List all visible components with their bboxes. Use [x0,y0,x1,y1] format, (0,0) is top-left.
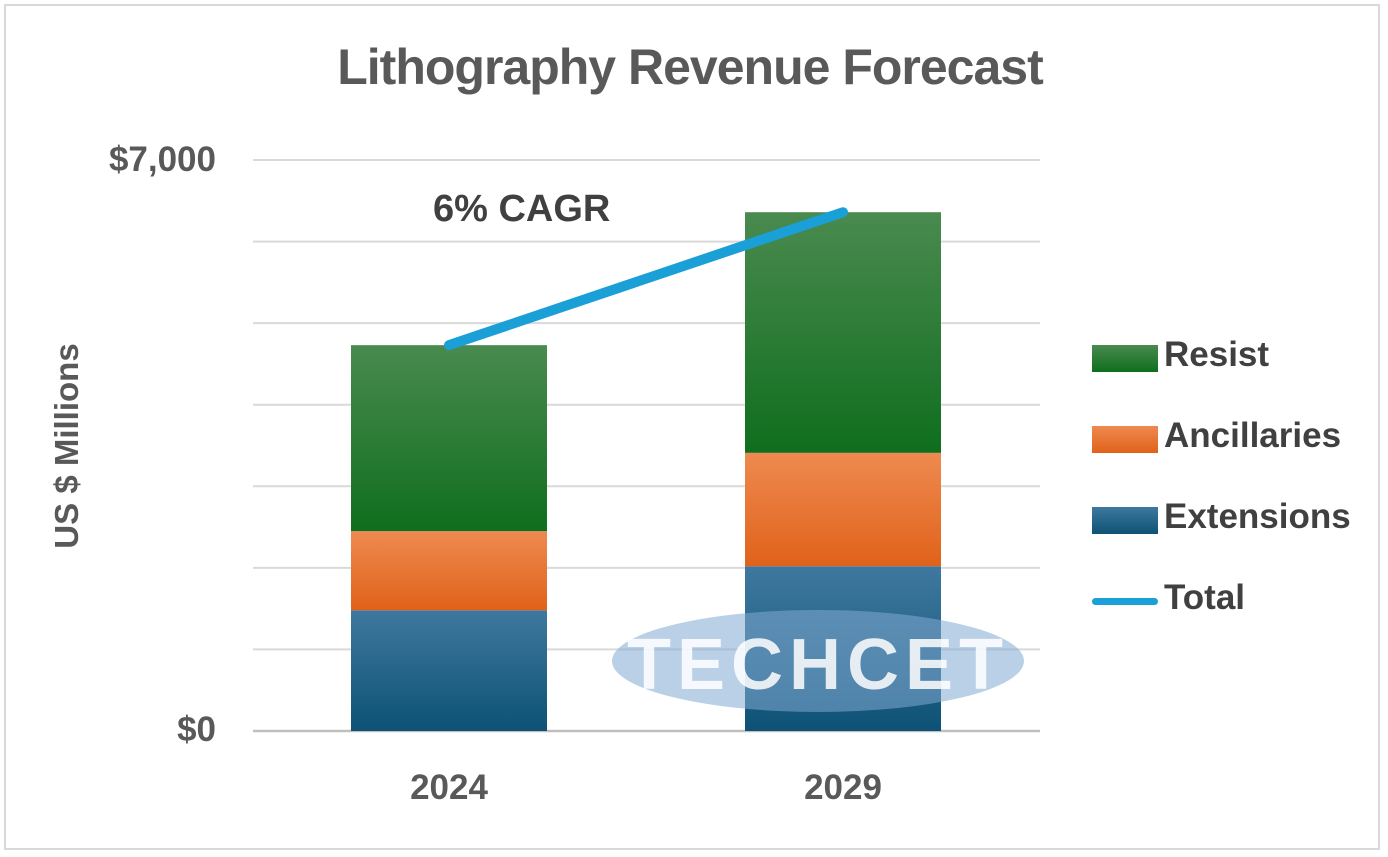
legend-swatch-ancillaries [1092,426,1158,453]
bar-ancillaries-2029 [745,452,941,567]
chart-title: Lithography Revenue Forecast [337,39,1044,95]
legend-label-extensions: Extensions [1164,497,1351,536]
x-tick-2024: 2024 [410,768,488,807]
legend-line-total [1092,598,1158,605]
y-tick-top: $7,000 [108,140,216,179]
total-line [444,207,848,351]
legend-label-total: Total [1164,578,1246,617]
watermark-text: TECHCET [627,625,1009,705]
bar-resist-2024 [351,345,547,532]
legend-label-resist: Resist [1164,335,1270,374]
bar-ancillaries-2024 [351,531,547,611]
legend-label-ancillaries: Ancillaries [1164,416,1342,455]
techcet-watermark: TECHCET [612,610,1024,712]
legend-swatch-resist [1092,345,1158,372]
y-tick-zero: $0 [177,710,216,749]
cagr-annotation: 6% CAGR [433,188,611,230]
bar-resist-2029 [745,212,941,453]
legend-swatch-extensions [1092,507,1158,534]
x-tick-2029: 2029 [804,768,882,807]
bar-extensions-2024 [351,610,547,731]
